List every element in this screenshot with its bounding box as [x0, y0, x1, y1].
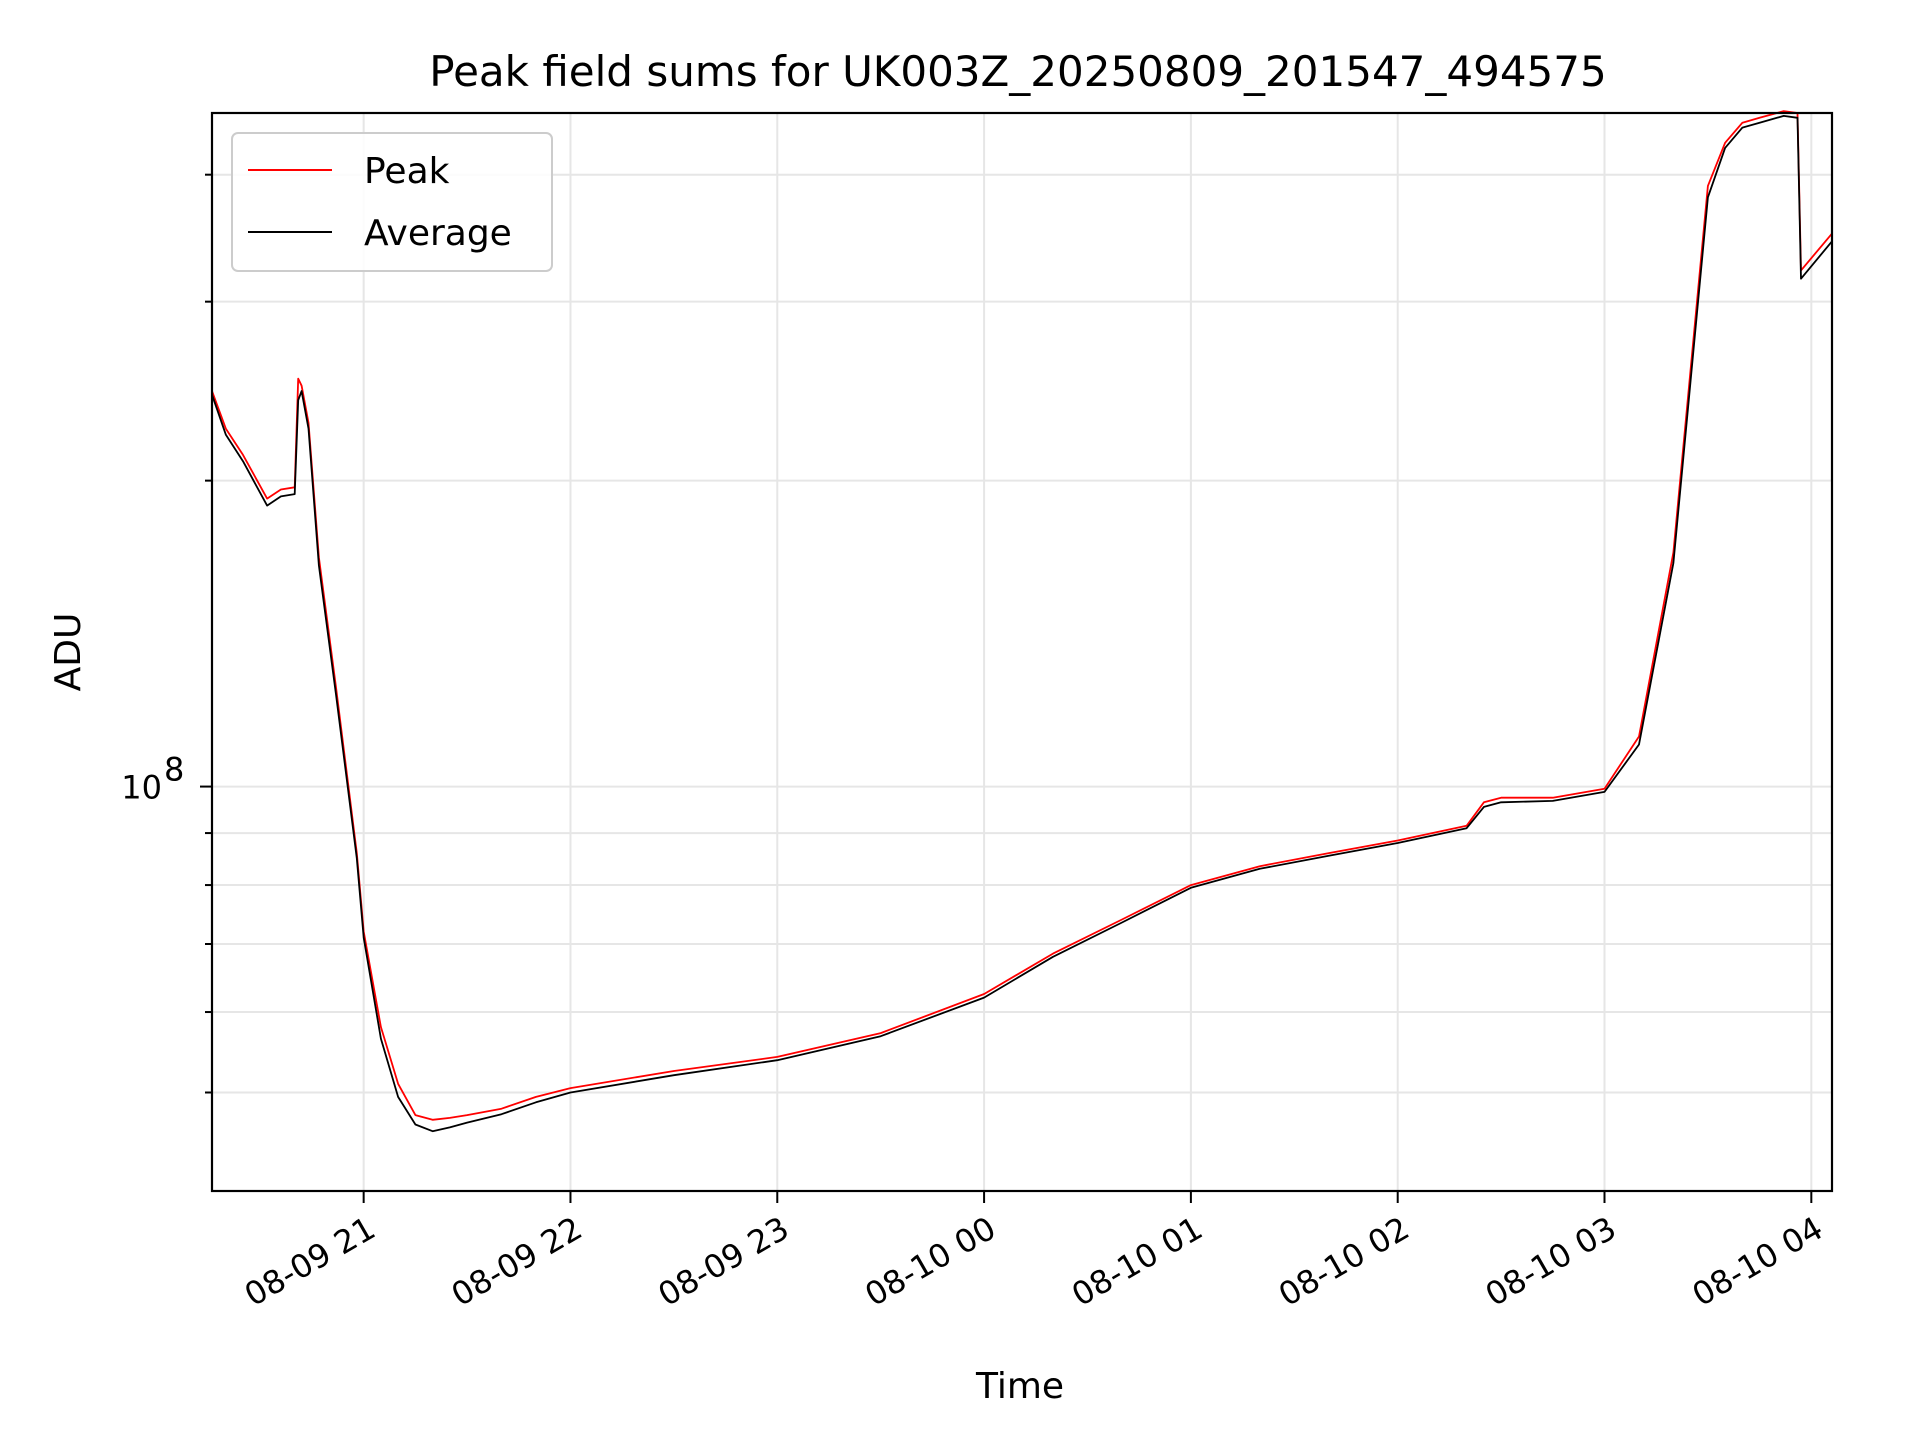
series-line-peak — [211, 110, 1833, 1121]
grid-lines — [212, 113, 1832, 1191]
legend-box — [231, 132, 553, 272]
legend: Peak Average — [231, 132, 553, 272]
series-layer — [211, 110, 1833, 1133]
x-axis-label: Time — [975, 1366, 1064, 1407]
legend-label-average: Average — [364, 213, 512, 254]
legend-label-peak: Peak — [364, 151, 450, 192]
plot-frame — [210, 111, 1834, 1193]
series-line-average — [211, 115, 1833, 1133]
y-axis-label: ADU — [48, 613, 89, 692]
chart-title: Peak field sums for UK003Z_20250809_2015… — [429, 47, 1606, 96]
y-tick-label: 10 — [121, 769, 162, 807]
y-tick-exponent: 8 — [164, 751, 184, 789]
y-axis-ticks: 10 8 — [121, 173, 212, 1094]
